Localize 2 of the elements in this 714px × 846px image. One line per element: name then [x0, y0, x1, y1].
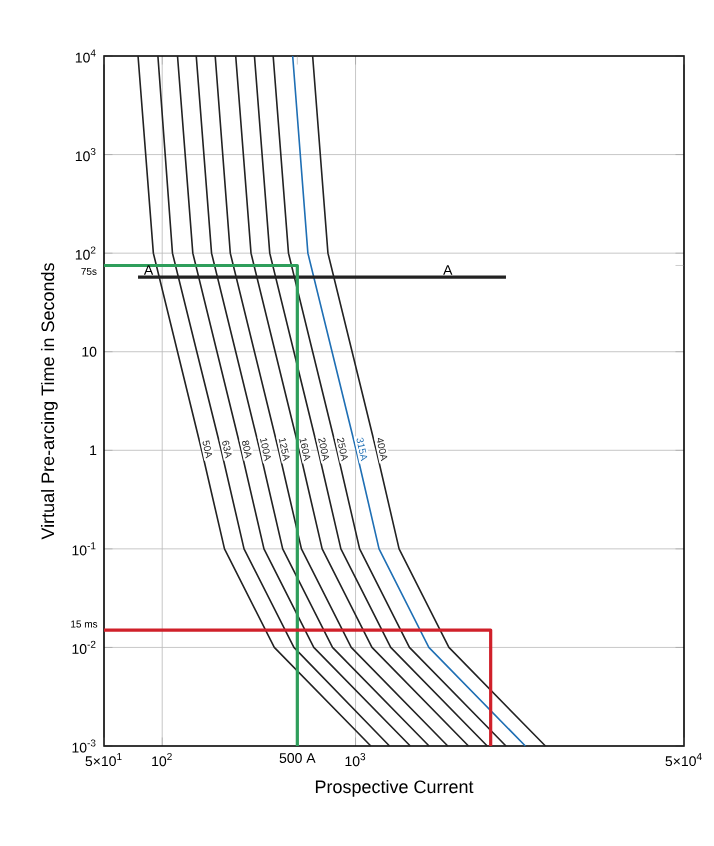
- x-axis-title: Prospective Current: [315, 779, 474, 797]
- y-axis-title: Virtual Pre-arcing Time in Seconds: [40, 263, 58, 540]
